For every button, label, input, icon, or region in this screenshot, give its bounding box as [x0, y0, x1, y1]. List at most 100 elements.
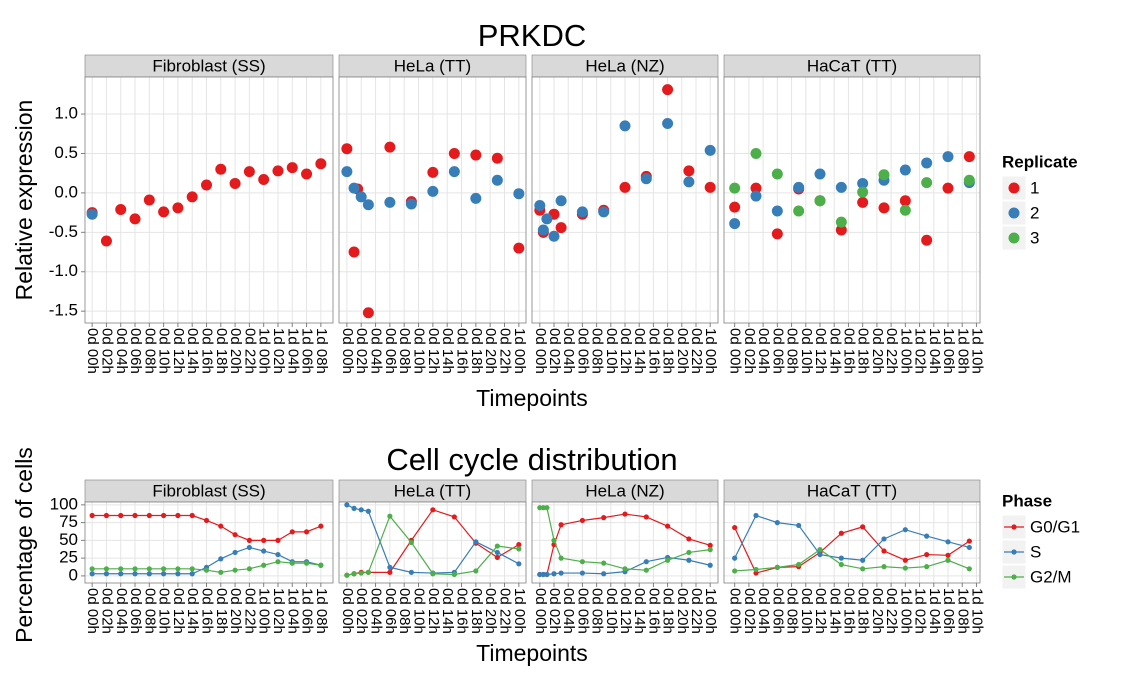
point — [513, 188, 525, 200]
point — [384, 196, 396, 208]
y-tick-label: 1.0 — [54, 104, 78, 123]
x-tick-label: 0d 10h — [603, 328, 620, 374]
x-tick-label: 1d 08h — [313, 328, 330, 374]
point — [384, 141, 396, 153]
point — [430, 571, 436, 577]
point — [558, 570, 564, 576]
point — [473, 568, 479, 574]
x-tick-label: 0d 22h — [241, 588, 258, 634]
point — [729, 182, 741, 194]
x-tick-label: 0d 14h — [184, 328, 201, 374]
point — [662, 84, 674, 96]
point — [175, 566, 181, 572]
x-tick-label: 0d 10h — [603, 588, 620, 634]
point — [902, 527, 908, 533]
x-tick-label: 0d 18h — [213, 328, 230, 374]
point — [579, 570, 586, 576]
x-tick-label: 0d 20h — [227, 328, 244, 374]
point — [261, 548, 267, 554]
point — [774, 564, 780, 570]
legend-title: Phase — [1002, 491, 1052, 510]
point — [232, 567, 238, 573]
y-tick-label: -0.5 — [49, 222, 78, 241]
point — [175, 512, 181, 519]
point — [966, 544, 972, 551]
point — [558, 555, 564, 561]
point — [161, 566, 167, 572]
x-tick-label: 0d 00h — [84, 328, 101, 374]
legend-label: 1 — [1030, 178, 1039, 197]
y-tick-label: 0.5 — [54, 143, 78, 162]
x-tick-label: 0d 18h — [660, 328, 677, 374]
point — [835, 216, 847, 228]
point — [619, 120, 631, 132]
x-tick-label: 0d 06h — [769, 588, 786, 634]
point — [966, 538, 972, 544]
x-tick-label: 0d 12h — [617, 588, 634, 634]
point — [579, 517, 586, 524]
x-tick-label: 0d 06h — [382, 328, 399, 374]
x-tick-label: 1d 06h — [299, 328, 316, 374]
x-tick-label: 0d 04h — [113, 588, 130, 634]
point — [835, 224, 847, 236]
chart-title: PRKDC — [478, 18, 587, 53]
point — [451, 514, 457, 520]
strip-label: HeLa (NZ) — [585, 56, 664, 75]
point — [558, 522, 564, 528]
strip-label: Fibroblast (SS) — [152, 56, 265, 75]
point — [146, 571, 152, 577]
point — [878, 202, 890, 214]
point — [881, 548, 887, 554]
point — [118, 571, 124, 577]
point — [860, 557, 866, 563]
point — [491, 174, 503, 186]
x-tick-label: 0d 04h — [368, 328, 385, 374]
x-tick-label: 0d 16h — [645, 328, 662, 374]
point — [301, 168, 313, 180]
x-tick-label: 0d 18h — [855, 328, 872, 374]
point — [924, 551, 930, 558]
x-tick-label: 0d 04h — [560, 328, 577, 374]
point — [732, 524, 738, 531]
y-tick-label: -1.0 — [49, 261, 78, 280]
point — [732, 568, 738, 574]
point — [100, 235, 112, 247]
point — [405, 198, 417, 210]
x-tick-label: 0d 12h — [812, 328, 829, 374]
point — [103, 512, 110, 519]
point — [408, 539, 414, 546]
x-tick-label: 0d 12h — [812, 588, 829, 634]
x-tick-label: 1d 10h — [968, 588, 985, 634]
point — [838, 555, 844, 561]
point — [704, 144, 716, 156]
point — [686, 549, 692, 556]
legend-label: G2/M — [1030, 567, 1072, 586]
y-tick-label: -1.5 — [49, 301, 78, 320]
point — [683, 165, 695, 177]
x-tick-label: 0d 16h — [454, 588, 471, 634]
panel-border — [723, 76, 981, 324]
legend-label: 3 — [1030, 228, 1039, 247]
point — [750, 182, 762, 194]
x-tick-label: 0d 02h — [98, 588, 115, 634]
point — [643, 514, 649, 520]
x-tick-label: 0d 06h — [127, 588, 144, 634]
point — [89, 571, 95, 577]
x-tick-label: 1d 02h — [270, 328, 287, 374]
point — [341, 166, 353, 178]
panel-border — [531, 76, 719, 324]
point — [921, 177, 933, 189]
point — [942, 151, 954, 163]
x-tick-label: 0d 22h — [883, 328, 900, 374]
point — [899, 204, 911, 216]
legend-symbol — [1008, 207, 1020, 219]
x-tick-label: 0d 12h — [170, 588, 187, 634]
x-tick-label: 1d 06h — [299, 588, 316, 634]
point — [814, 195, 826, 207]
legend-label: S — [1030, 542, 1041, 561]
x-tick-label: 0d 00h — [727, 328, 744, 374]
legend-label: G0/G1 — [1030, 517, 1080, 536]
point — [899, 195, 911, 207]
point — [537, 224, 549, 236]
